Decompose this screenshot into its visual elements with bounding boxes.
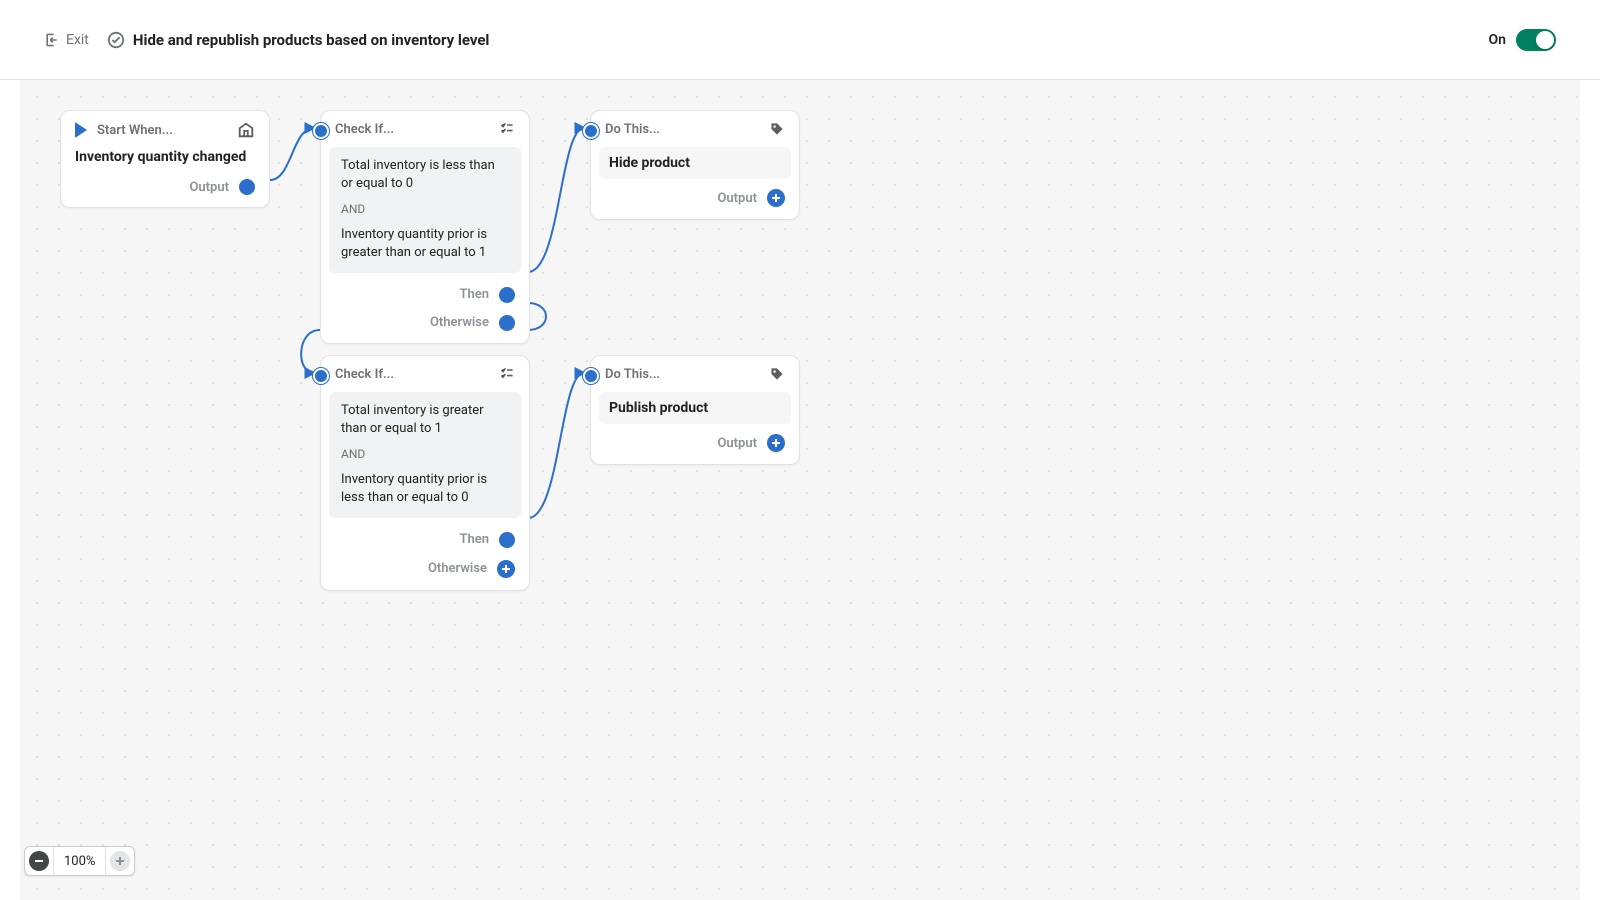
then-label: Then xyxy=(459,532,489,547)
then-port[interactable] xyxy=(499,532,515,548)
card-type-label: Start When... xyxy=(97,123,173,138)
checklist-icon xyxy=(499,121,515,137)
otherwise-port[interactable] xyxy=(499,315,515,331)
then-port[interactable] xyxy=(499,287,515,303)
toggle-label: On xyxy=(1489,32,1506,48)
otherwise-label: Otherwise xyxy=(428,561,487,576)
status-check-icon xyxy=(107,31,125,49)
checklist-icon xyxy=(499,366,515,382)
inventory-icon xyxy=(237,121,255,139)
zoom-out-button[interactable] xyxy=(29,851,49,871)
condition-text: Inventory quantity prior is greater than… xyxy=(341,226,509,262)
and-label: AND xyxy=(341,446,509,463)
action-card-hide[interactable]: Do This... Hide product Output xyxy=(590,110,800,220)
trigger-card[interactable]: Start When... Inventory quantity changed… xyxy=(60,110,270,208)
card-type-label: Check If... xyxy=(335,122,394,137)
action-card-publish[interactable]: Do This... Publish product Output xyxy=(590,355,800,465)
output-label: Output xyxy=(189,180,229,195)
exit-label: Exit xyxy=(66,32,89,48)
input-port[interactable] xyxy=(583,368,599,384)
input-port[interactable] xyxy=(313,123,329,139)
app-header: Exit Hide and republish products based o… xyxy=(0,0,1600,80)
canvas-wrap: Start When... Inventory quantity changed… xyxy=(0,80,1600,900)
condition-card-2[interactable]: Check If... Total inventory is greater t… xyxy=(320,355,530,591)
input-port[interactable] xyxy=(313,368,329,384)
enable-toggle[interactable] xyxy=(1516,29,1556,51)
input-port[interactable] xyxy=(583,123,599,139)
exit-icon xyxy=(44,32,60,48)
condition-text: Inventory quantity prior is less than or… xyxy=(341,471,509,507)
otherwise-label: Otherwise xyxy=(430,315,489,330)
trigger-title: Inventory quantity changed xyxy=(75,149,255,165)
workflow-title: Hide and republish products based on inv… xyxy=(133,31,490,49)
action-title: Hide product xyxy=(609,155,781,171)
zoom-in-button[interactable] xyxy=(110,851,130,871)
header-left: Exit Hide and republish products based o… xyxy=(44,31,489,49)
workflow-canvas[interactable]: Start When... Inventory quantity changed… xyxy=(20,80,1580,900)
add-step-button[interactable] xyxy=(497,560,515,578)
exit-button[interactable]: Exit xyxy=(44,32,89,48)
condition-text: Total inventory is less than or equal to… xyxy=(341,157,509,193)
tag-icon xyxy=(769,121,785,137)
zoom-controls: 100% xyxy=(24,846,135,876)
action-title: Publish product xyxy=(609,400,781,416)
status-group: Hide and republish products based on inv… xyxy=(107,31,490,49)
trigger-play-icon xyxy=(75,122,87,138)
add-step-button[interactable] xyxy=(767,434,785,452)
tag-icon xyxy=(769,366,785,382)
output-port[interactable] xyxy=(239,179,255,195)
output-label: Output xyxy=(717,436,757,451)
then-label: Then xyxy=(459,287,489,302)
add-step-button[interactable] xyxy=(767,189,785,207)
and-label: AND xyxy=(341,201,509,218)
condition-card-1[interactable]: Check If... Total inventory is less than… xyxy=(320,110,530,344)
condition-text: Total inventory is greater than or equal… xyxy=(341,402,509,438)
zoom-value: 100% xyxy=(53,847,106,875)
output-label: Output xyxy=(717,191,757,206)
card-type-label: Do This... xyxy=(605,367,660,382)
card-type-label: Check If... xyxy=(335,367,394,382)
header-right: On xyxy=(1489,29,1556,51)
card-type-label: Do This... xyxy=(605,122,660,137)
